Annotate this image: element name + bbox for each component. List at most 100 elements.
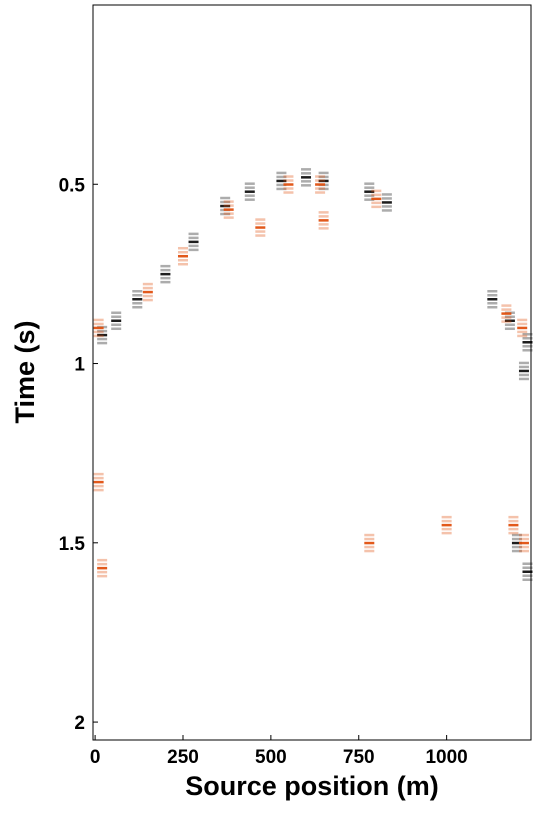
wavelet (255, 222, 266, 225)
x-tick-label: 1000 (425, 747, 467, 768)
wavelet (511, 549, 522, 553)
y-tick-label: 1.5 (59, 534, 86, 555)
wavelet (364, 186, 375, 189)
wavelet (508, 527, 519, 531)
wavelet (111, 311, 122, 315)
wavelet (318, 219, 329, 222)
wavelet (381, 209, 392, 212)
event-point (501, 304, 512, 323)
wavelet (517, 322, 528, 326)
wavelet (522, 337, 533, 340)
wavelet (188, 248, 199, 252)
wavelet (318, 227, 329, 230)
wavelet (518, 361, 529, 365)
wavelet (364, 549, 375, 553)
wavelet (132, 290, 143, 293)
event-point (301, 168, 312, 187)
wavelet (97, 562, 108, 566)
wavelet (441, 519, 452, 523)
wavelet (518, 533, 529, 537)
event-point (283, 175, 294, 194)
event-point (315, 175, 326, 194)
event-point (364, 533, 375, 553)
event-point (160, 264, 171, 284)
wavelet (188, 232, 199, 236)
event-point (93, 472, 104, 492)
wavelet (487, 306, 498, 309)
event-point (111, 311, 122, 331)
wavelet (318, 179, 329, 183)
wavelet (508, 523, 519, 527)
y-tick-label: 1 (74, 355, 85, 376)
wavelet (371, 205, 382, 209)
wavelet (301, 176, 312, 179)
wavelet (220, 200, 231, 204)
wavelet (255, 226, 266, 229)
event-point (93, 318, 104, 338)
wavelet (518, 369, 529, 373)
wavelet (501, 304, 512, 307)
wavelet (318, 223, 329, 226)
wavelet (244, 194, 255, 197)
wavelet (522, 349, 533, 352)
wavelet (283, 187, 294, 190)
event-point (508, 515, 519, 535)
wavelet (501, 316, 512, 319)
wavelet (97, 333, 108, 337)
wavelet (522, 578, 533, 581)
wavelet (371, 197, 382, 201)
wavelet (177, 254, 188, 258)
wavelet (517, 334, 528, 338)
wavelet (518, 541, 529, 545)
wavelet (522, 345, 533, 348)
wavelet (381, 205, 392, 208)
wavelet (381, 197, 392, 200)
wavelet (283, 175, 294, 178)
event-point (276, 171, 287, 191)
wavelet (508, 515, 519, 519)
wavelet (315, 179, 326, 182)
wavelet (142, 294, 153, 298)
wavelet (132, 298, 143, 301)
wavelet (244, 182, 255, 185)
event-point (518, 361, 529, 381)
wavelet (504, 327, 515, 331)
wavelet (441, 527, 452, 531)
wavelet (188, 240, 199, 244)
wavelet (487, 294, 498, 297)
wavelet (518, 545, 529, 549)
wavelet (315, 175, 326, 178)
wavelet (522, 566, 533, 569)
x-axis-label: Source position (m) (185, 771, 439, 801)
wavelet (97, 329, 108, 333)
event-point (142, 282, 153, 302)
wavelet (371, 201, 382, 205)
wavelet (301, 168, 312, 171)
event-point (255, 218, 266, 237)
wavelet (93, 334, 104, 338)
wavelet (441, 531, 452, 535)
wavelet (177, 258, 188, 262)
wavelet (160, 268, 171, 272)
wavelet (371, 193, 382, 197)
wavelet (501, 308, 512, 311)
wavelet (522, 562, 533, 565)
wavelet (93, 476, 104, 480)
wavelet (364, 541, 375, 545)
wavelet (177, 250, 188, 254)
wavelet (518, 365, 529, 369)
wavelet (188, 236, 199, 240)
wavelet (487, 302, 498, 305)
wavelet (301, 172, 312, 175)
wavelet (97, 570, 108, 574)
wavelet (315, 191, 326, 194)
wavelet (381, 201, 392, 204)
wavelet (276, 183, 287, 187)
event-point (522, 333, 533, 352)
event-point (132, 290, 143, 309)
wavelet (93, 480, 104, 484)
wavelet (220, 196, 231, 200)
wavelet (511, 545, 522, 549)
y-tick-label: 0.5 (59, 175, 86, 196)
